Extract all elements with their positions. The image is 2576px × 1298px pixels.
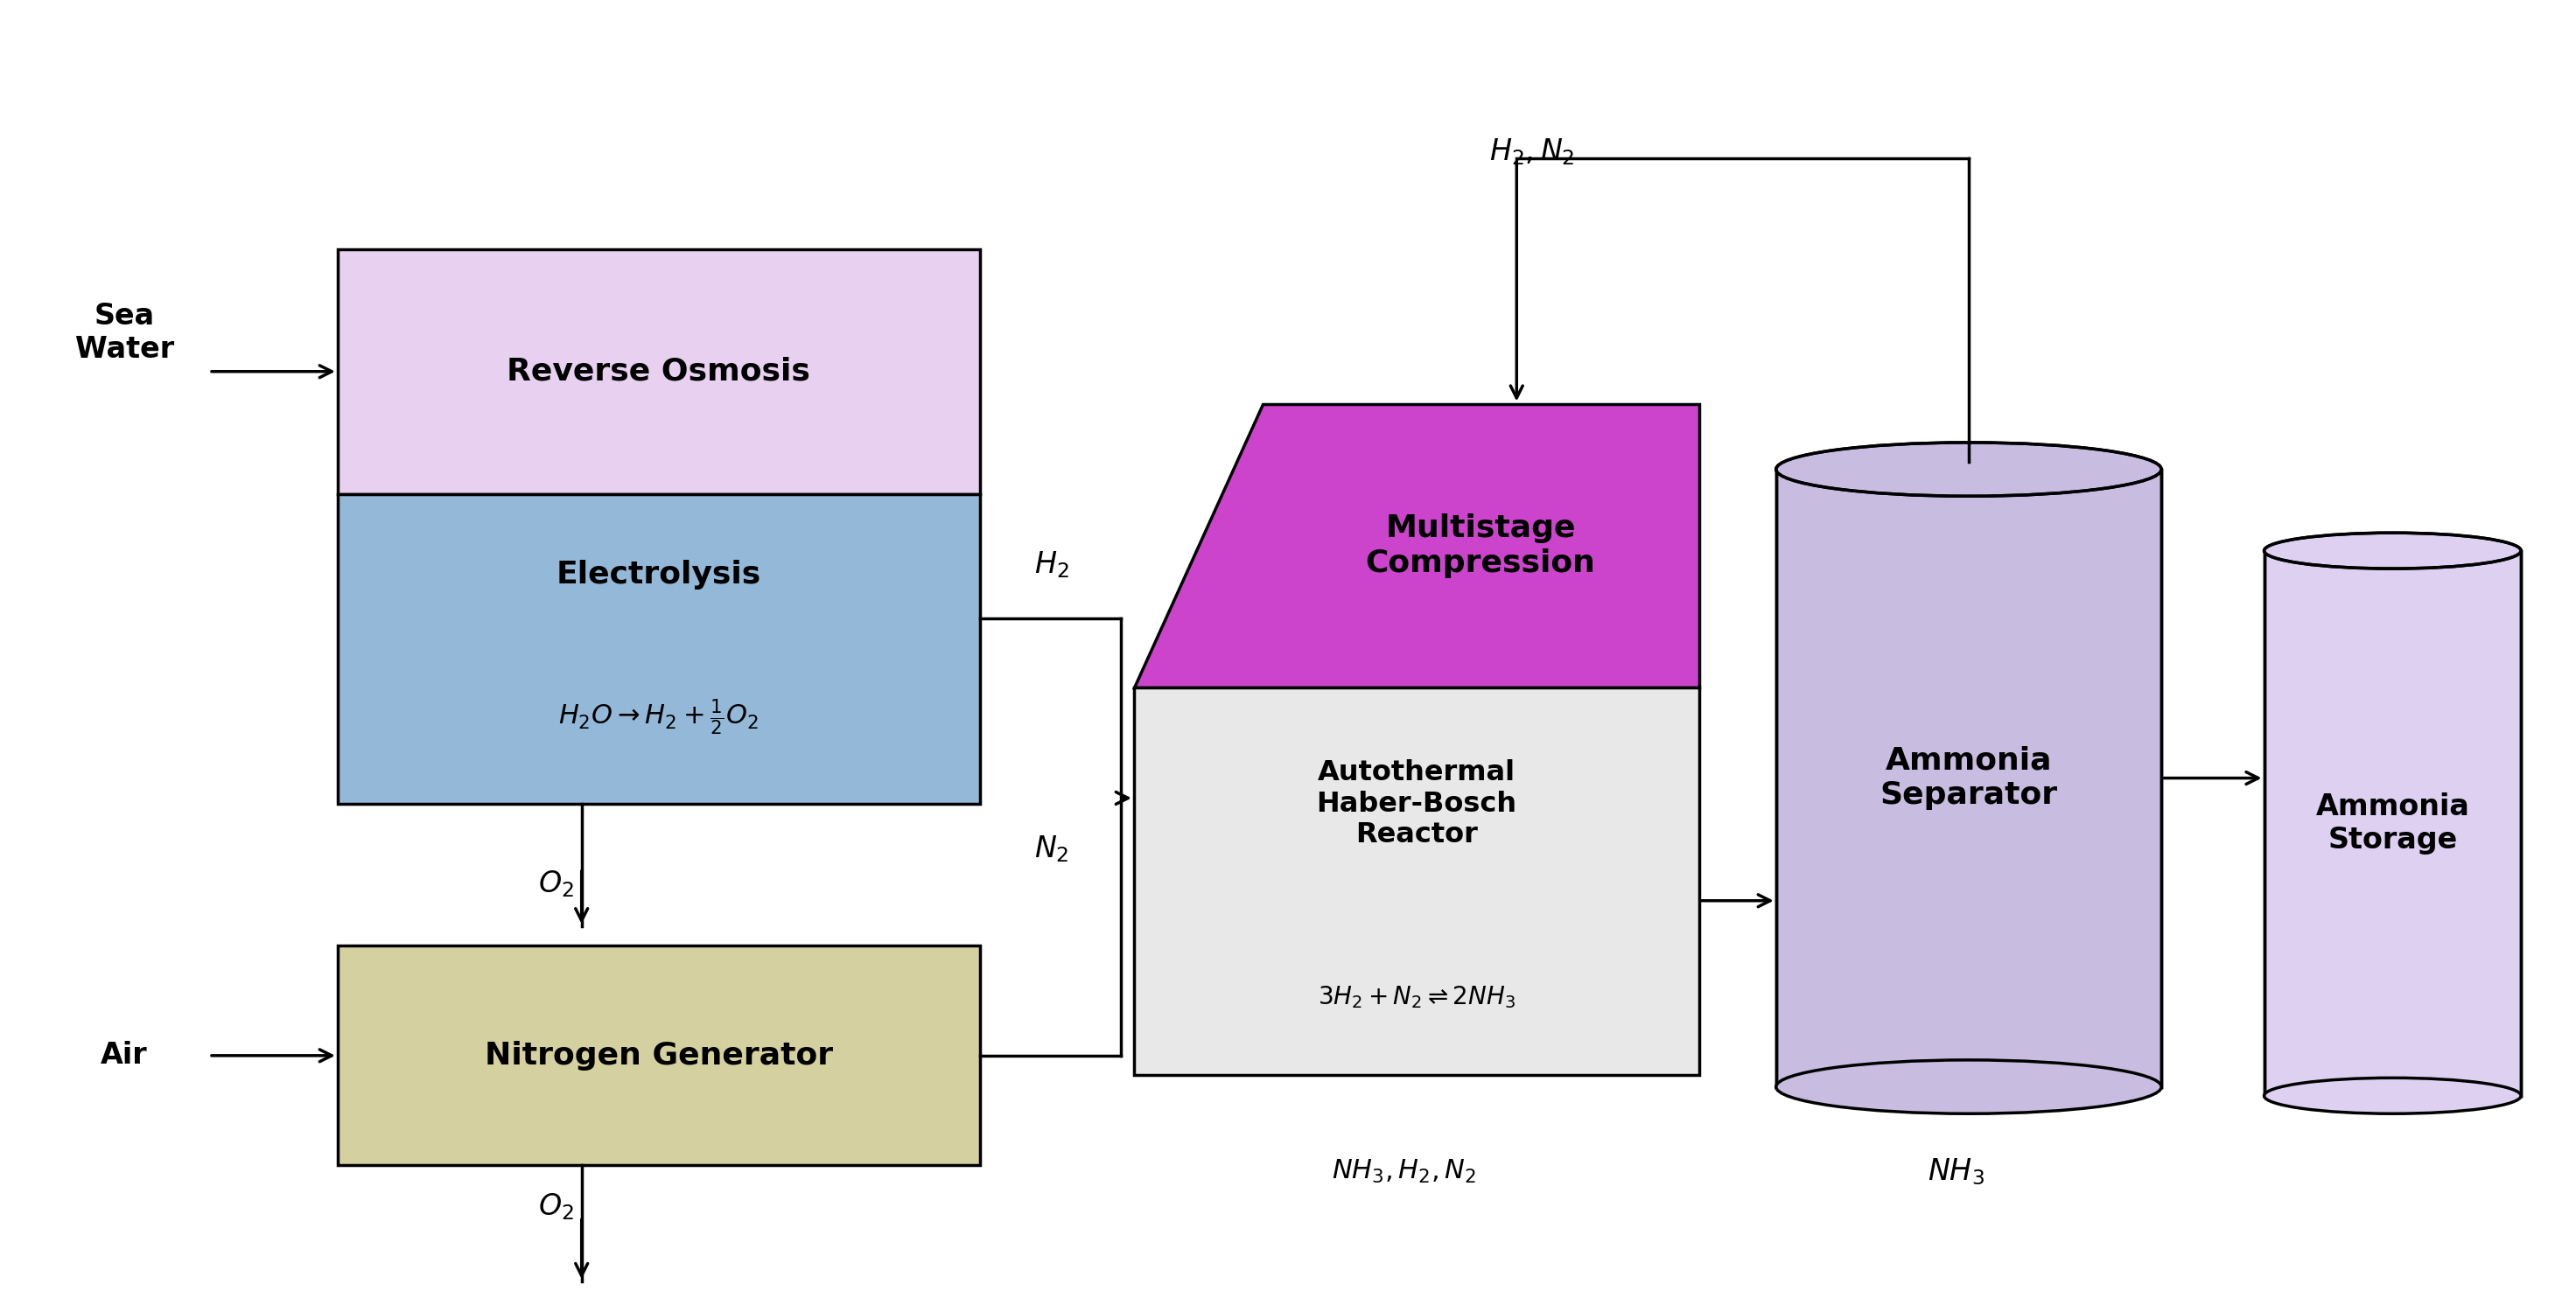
Text: $O_2$: $O_2$ [538,1192,574,1221]
Text: $O_2$: $O_2$ [538,868,574,900]
Text: Air: Air [100,1041,147,1070]
Text: Multistage
Compression: Multistage Compression [1365,514,1595,578]
Text: $H_2O \rightarrow H_2 + \frac{1}{2}O_2$: $H_2O \rightarrow H_2 + \frac{1}{2}O_2$ [559,697,760,737]
Polygon shape [1133,404,1700,688]
Text: $N_2$: $N_2$ [1036,833,1069,864]
Bar [1775,470,2161,1086]
Text: $H_2, N_2$: $H_2, N_2$ [1489,136,1574,167]
Text: Sea
Water: Sea Water [75,301,173,363]
Bar [337,946,979,1166]
Ellipse shape [1775,1060,2161,1114]
Bar [337,249,979,495]
Bar [2264,550,2522,1096]
Bar [337,495,979,803]
Text: Reverse Osmosis: Reverse Osmosis [507,357,811,387]
Text: $NH_3$: $NH_3$ [1927,1157,1984,1186]
Ellipse shape [2264,1077,2522,1114]
Text: Electrolysis: Electrolysis [556,559,760,589]
Text: Ammonia
Storage: Ammonia Storage [2316,792,2470,854]
Ellipse shape [1775,443,2161,496]
Text: $H_2$: $H_2$ [1036,550,1069,580]
Text: Ammonia
Separator: Ammonia Separator [1880,746,2058,810]
Bar [1133,688,1700,1075]
Text: $3H_2 + N_2 \rightleftharpoons 2NH_3$: $3H_2 + N_2 \rightleftharpoons 2NH_3$ [1319,984,1515,1011]
Text: $NH_3, H_2, N_2$: $NH_3, H_2, N_2$ [1332,1158,1476,1185]
Text: Nitrogen Generator: Nitrogen Generator [484,1041,832,1071]
Text: Autothermal
Haber-Bosch
Reactor: Autothermal Haber-Bosch Reactor [1316,759,1517,849]
Ellipse shape [2264,533,2522,569]
